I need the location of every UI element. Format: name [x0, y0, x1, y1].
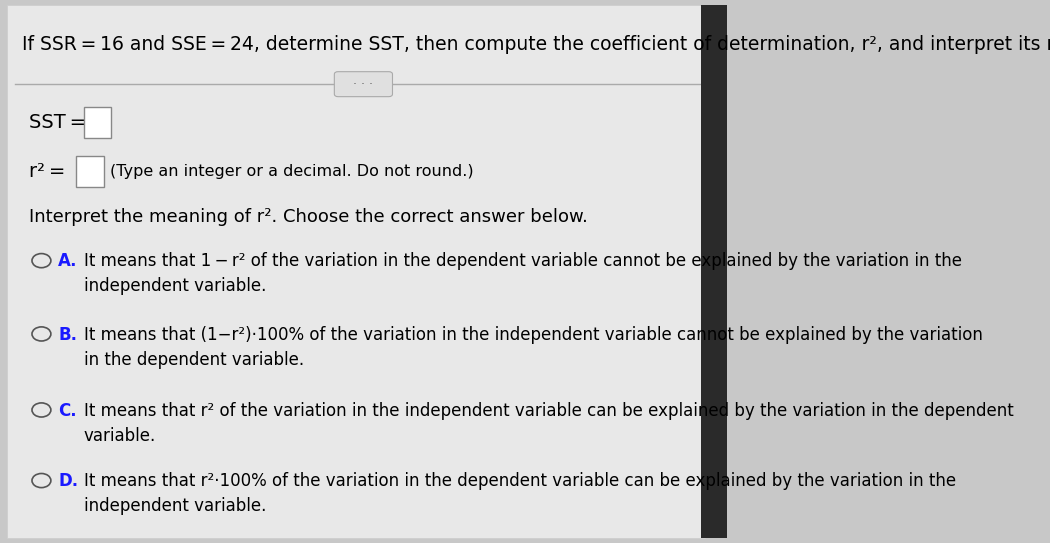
Text: (Type an integer or a decimal. Do not round.): (Type an integer or a decimal. Do not ro…	[110, 163, 475, 179]
Text: It means that 1 − r² of the variation in the dependent variable cannot be explai: It means that 1 − r² of the variation in…	[84, 252, 962, 295]
FancyBboxPatch shape	[7, 5, 705, 538]
FancyBboxPatch shape	[701, 5, 727, 538]
FancyBboxPatch shape	[334, 72, 393, 97]
Text: r² =: r² =	[29, 162, 65, 180]
Text: Interpret the meaning of r². Choose the correct answer below.: Interpret the meaning of r². Choose the …	[29, 208, 588, 226]
Text: C.: C.	[58, 402, 77, 420]
Text: SST =: SST =	[29, 113, 86, 131]
FancyBboxPatch shape	[77, 156, 104, 187]
Text: It means that (1−r²)·100% of the variation in the independent variable cannot be: It means that (1−r²)·100% of the variati…	[84, 326, 983, 369]
Text: · · ·: · · ·	[354, 78, 374, 91]
Text: It means that r² of the variation in the independent variable can be explained b: It means that r² of the variation in the…	[84, 402, 1013, 445]
Text: A.: A.	[58, 252, 78, 270]
Text: If SSR = 16 and SSE = 24, determine SST, then compute the coefficient of determi: If SSR = 16 and SSE = 24, determine SST,…	[22, 35, 1050, 54]
Text: D.: D.	[58, 472, 79, 490]
Text: B.: B.	[58, 326, 77, 344]
Text: It means that r²·100% of the variation in the dependent variable can be explaine: It means that r²·100% of the variation i…	[84, 472, 956, 515]
FancyBboxPatch shape	[84, 107, 111, 138]
